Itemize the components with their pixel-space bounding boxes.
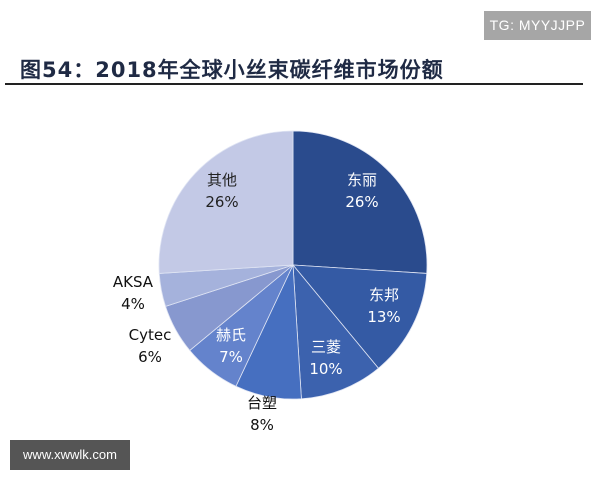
pie-slice-1 (292, 264, 428, 369)
pie-slice-0 (292, 130, 428, 274)
slice-label-3: 台塑 (247, 394, 277, 412)
slice-value-5: 6% (138, 348, 162, 366)
slice-label-2: 三菱 (311, 338, 341, 356)
slice-label-0: 东丽 (347, 171, 377, 189)
watermark-url: www.xwwlk.com (10, 440, 130, 470)
pie-slice-7 (158, 130, 294, 274)
slice-value-4: 7% (219, 348, 243, 366)
slice-label-5: Cytec (129, 326, 172, 344)
slice-label-7: 其他 (207, 171, 237, 189)
slice-label-1: 东邦 (369, 286, 399, 304)
pie-slice-2 (292, 263, 379, 400)
watermark-tg: TG: MYYJJPP (484, 11, 591, 40)
slice-value-1: 13% (367, 308, 400, 326)
slice-value-7: 26% (205, 193, 238, 211)
slice-label-4: 赫氏 (216, 326, 246, 344)
slice-value-6: 4% (121, 295, 145, 313)
chart-title: 图54：2018年全球小丝束碳纤维市场份额 (20, 58, 444, 82)
slice-value-3: 8% (250, 416, 274, 434)
title-underline (5, 83, 583, 85)
slice-value-0: 26% (345, 193, 378, 211)
slice-value-2: 10% (309, 360, 342, 378)
slice-label-6: AKSA (113, 273, 154, 291)
